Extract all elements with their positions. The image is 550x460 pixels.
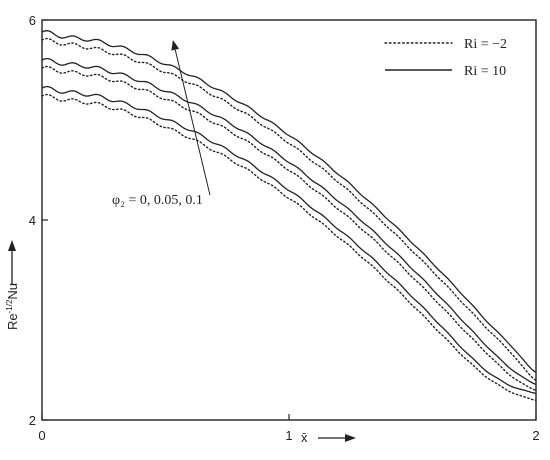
legend: Ri = −2 Ri = 10 — [384, 37, 507, 79]
ticks-layer: 0 1 2 2 4 6 — [29, 13, 540, 443]
series-line-ri-neg2-phi-0_05 — [41, 65, 537, 392]
y-axis-label-arrow — [8, 240, 16, 285]
y-axis-label-tail: Nu — [5, 283, 20, 300]
plot-frame — [41, 19, 537, 421]
series-line-ri-10-phi-0_1 — [41, 30, 537, 373]
y-tick-label: 4 — [29, 213, 36, 228]
annotation-arrow — [174, 49, 211, 196]
series-line-ri-neg2-phi-0_1 — [41, 37, 537, 382]
x-tick-label: 0 — [38, 428, 45, 443]
x-axis-label: x̄ — [301, 430, 308, 445]
legend-label-solid: Ri = 10 — [464, 64, 506, 79]
y-axis-label-main: Re — [5, 313, 20, 330]
annotation: φ₂ = 0, 0.05, 0.1 — [112, 40, 211, 208]
series-line-ri-neg2-phi-0 — [41, 93, 537, 402]
x-axis-label-arrow — [318, 434, 356, 442]
series-layer — [41, 30, 537, 402]
annotation-text: φ₂ = 0, 0.05, 0.1 — [112, 193, 203, 208]
y-axis-label-sup: -1/2 — [5, 299, 14, 313]
legend-label-dotted: Ri = −2 — [464, 37, 507, 52]
y-tick-label: 6 — [29, 13, 36, 28]
x-tick-label: 2 — [532, 428, 539, 443]
y-tick-label: 2 — [29, 413, 36, 428]
y-axis-label: Re-1/2Nu — [5, 283, 20, 330]
series-line-ri-10-phi-0 — [41, 85, 537, 394]
annotation-arrowhead — [171, 40, 180, 51]
x-tick-label: 1 — [285, 428, 292, 443]
series-line-ri-10-phi-0_05 — [41, 57, 537, 385]
